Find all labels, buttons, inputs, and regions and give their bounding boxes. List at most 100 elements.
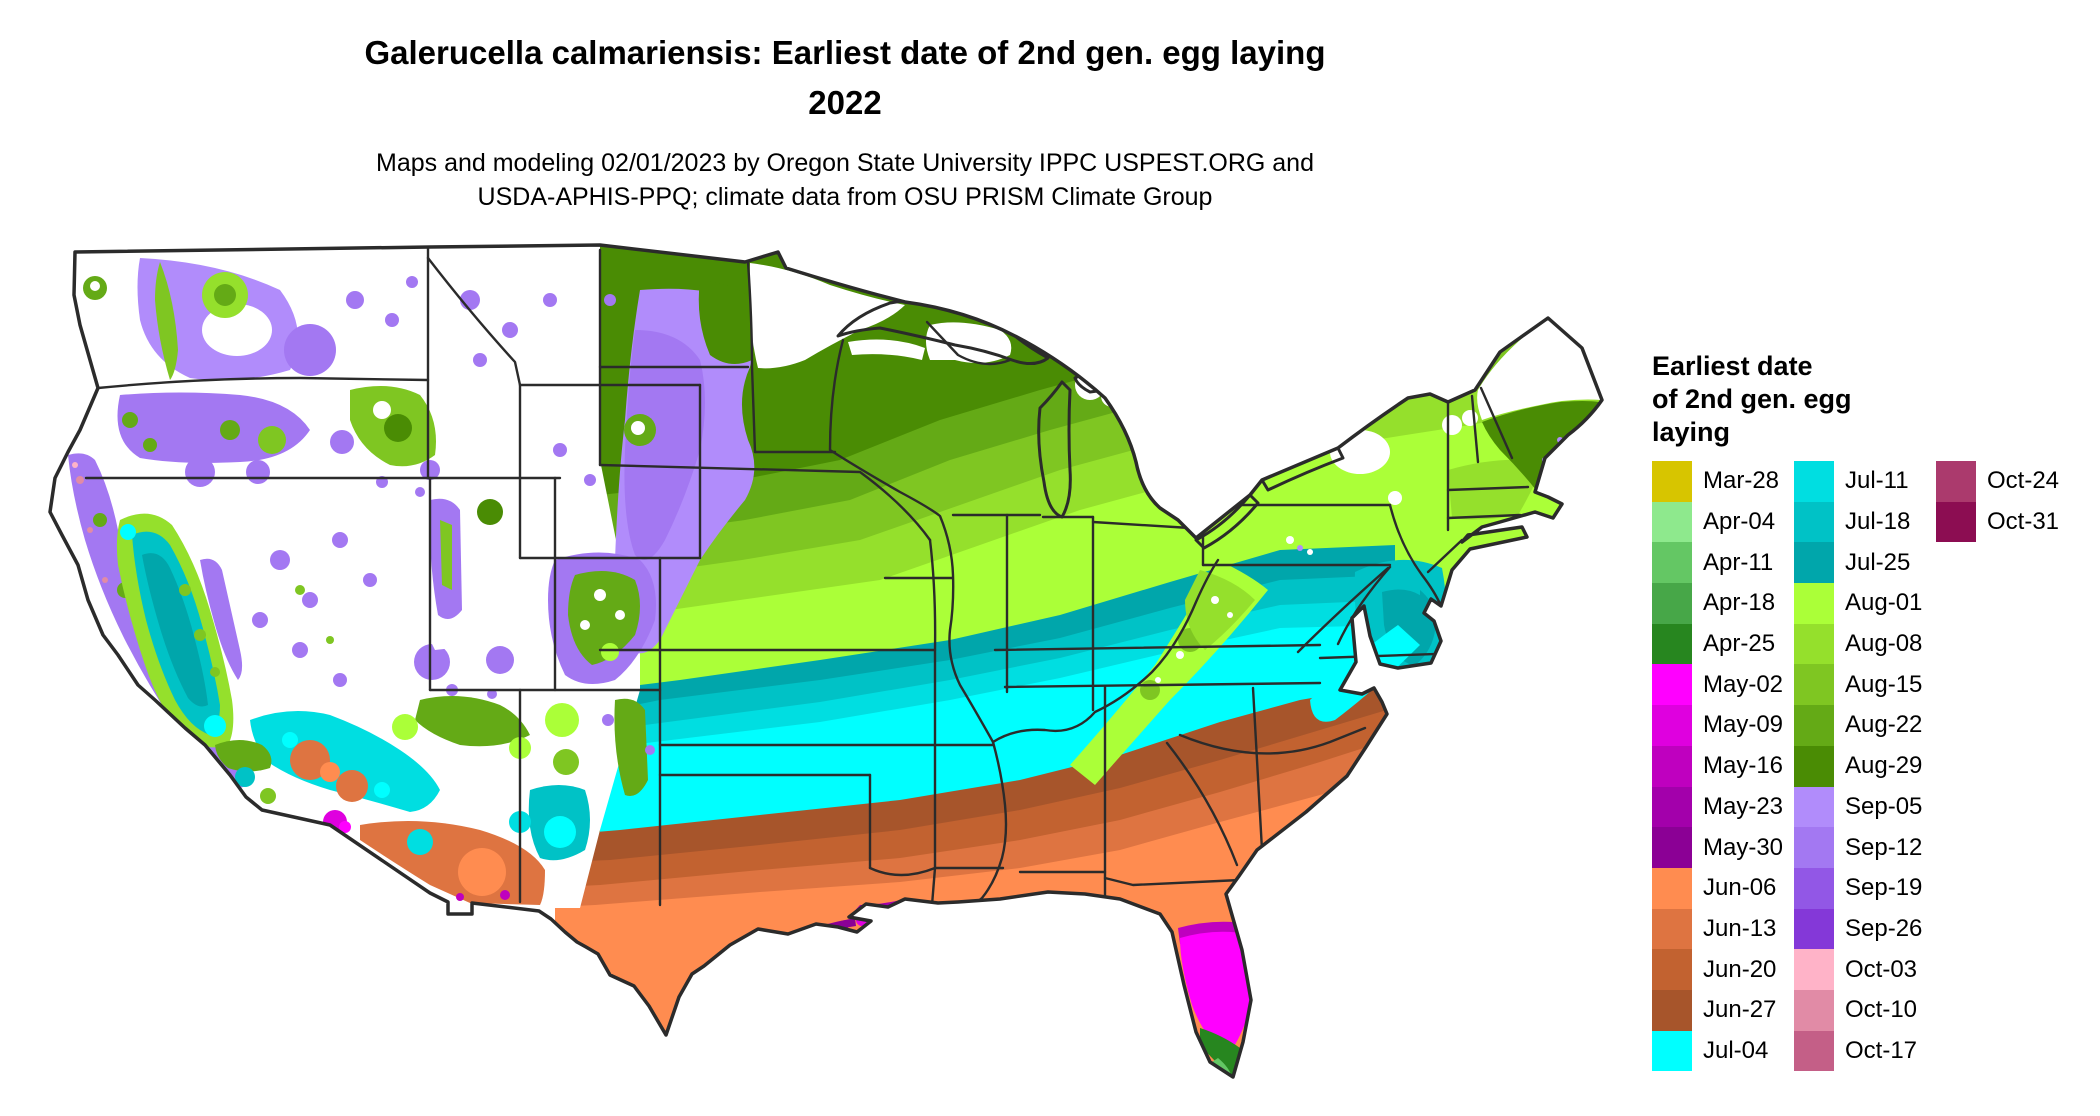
- legend-row-Apr-25: Apr-25: [1652, 623, 1794, 665]
- legend-swatch-Jun-13: [1652, 908, 1692, 950]
- map-shape: [214, 284, 236, 306]
- legend-label-Oct-10: Oct-10: [1845, 996, 1918, 1024]
- map-shape: [120, 524, 136, 540]
- map-shape: [194, 629, 206, 641]
- map-shape: [415, 696, 530, 747]
- page-title-line2: 2022: [808, 84, 882, 121]
- map-shape: [155, 262, 178, 380]
- legend-row-Aug-08: Aug-08: [1794, 623, 1936, 665]
- legend-swatch-Oct-24: [1936, 461, 1976, 502]
- legend-title-line: of 2nd gen. egg: [1652, 384, 1852, 414]
- map-shape: [1482, 401, 1600, 490]
- map-shape: [487, 689, 497, 699]
- legend-swatch-Oct-10: [1794, 989, 1834, 1031]
- map-shape: [406, 276, 418, 288]
- legend-label-Aug-15: Aug-15: [1845, 670, 1923, 698]
- legend-title: Earliest date of 2nd gen. egg laying: [1652, 350, 2092, 449]
- legend-swatch-Aug-01: [1794, 583, 1834, 624]
- map-shape: [374, 782, 390, 798]
- legend-label-Oct-03: Oct-03: [1845, 955, 1918, 983]
- map-shape: [385, 313, 399, 327]
- legend-row-Sep-26: Sep-26: [1794, 908, 1936, 950]
- legend-row-Jul-25: Jul-25: [1794, 542, 1936, 584]
- legend-swatch-Apr-11: [1652, 542, 1692, 584]
- map-shape: [260, 788, 276, 804]
- legend-row-May-23: May-23: [1652, 786, 1794, 828]
- map-shape: [235, 767, 255, 787]
- legend-swatch-Aug-08: [1794, 623, 1834, 665]
- map-shape: [179, 584, 191, 596]
- map-shape: [430, 632, 505, 650]
- legend-row-Aug-22: Aug-22: [1794, 705, 1936, 746]
- legend-swatch-Jul-11: [1794, 461, 1834, 502]
- legend-label-Sep-26: Sep-26: [1845, 914, 1923, 942]
- subtitle-line1: Maps and modeling 02/01/2023 by Oregon S…: [376, 149, 1314, 177]
- legend-label-Jun-06: Jun-06: [1703, 874, 1777, 902]
- legend-label-Jun-20: Jun-20: [1703, 955, 1777, 983]
- map-shape: [215, 740, 272, 772]
- map-shape: [292, 642, 308, 658]
- map-shape: [543, 293, 557, 307]
- legend-swatch-Sep-19: [1794, 867, 1834, 909]
- map-shape: [426, 256, 522, 387]
- legend-label-Jun-27: Jun-27: [1703, 996, 1777, 1024]
- map-shape: [1446, 485, 1530, 492]
- map-shape: [614, 698, 648, 796]
- legend-label-Jul-11: Jul-11: [1845, 467, 1909, 495]
- map-shape: [1426, 538, 1464, 574]
- map-shape: [1388, 491, 1402, 505]
- map-shape: [1446, 513, 1522, 520]
- map-shape: [143, 438, 157, 452]
- legend-label-Sep-12: Sep-12: [1845, 833, 1923, 861]
- map-shape: [302, 592, 318, 608]
- map-shape: [1178, 726, 1367, 755]
- map-shape: [200, 558, 243, 680]
- legend-swatch-Jul-04: [1652, 1030, 1692, 1072]
- map-shape: [284, 324, 336, 376]
- legend-row-Apr-18: Apr-18: [1652, 583, 1794, 624]
- legend: Earliest date of 2nd gen. egg laying Mar-2…: [1652, 350, 2092, 1072]
- map-shape: [601, 643, 619, 661]
- map-shape: [1442, 415, 1462, 435]
- map-shape: [336, 770, 368, 802]
- map-shape: [580, 620, 590, 630]
- legend-label-May-16: May-16: [1703, 752, 1784, 780]
- legend-label-Oct-31: Oct-31: [1987, 508, 2060, 536]
- map-shape: [568, 571, 640, 665]
- map-shape: [1296, 566, 1390, 654]
- map-shape: [1227, 612, 1233, 618]
- map-shape: [440, 520, 452, 590]
- legend-label-Oct-17: Oct-17: [1845, 1036, 1918, 1064]
- map-shape: [604, 294, 616, 306]
- legend-swatch-Oct-31: [1936, 501, 1976, 543]
- map-shape: [1448, 459, 1545, 520]
- map-shape: [373, 401, 391, 419]
- map-shape: [544, 816, 576, 848]
- map-shape: [252, 612, 268, 628]
- map-shape: [72, 462, 78, 468]
- legend-label-May-30: May-30: [1703, 833, 1784, 861]
- map-shape: [384, 414, 412, 442]
- map-shape: [290, 740, 330, 780]
- legend-row-Aug-29: Aug-29: [1794, 745, 1936, 787]
- map-shape: [928, 538, 937, 747]
- legend-swatch-Aug-15: [1794, 664, 1834, 706]
- map-shape: [407, 829, 433, 855]
- map-shape: [645, 745, 655, 755]
- page-title-line1: Galerucella calmariensis: Earliest date …: [364, 34, 1326, 71]
- map-shape: [456, 893, 464, 901]
- legend-swatch-Oct-17: [1794, 1030, 1834, 1072]
- legend-swatch-Jul-25: [1794, 542, 1834, 584]
- legend-swatch-May-09: [1652, 705, 1692, 746]
- map-shape: [50, 245, 1602, 1077]
- map-shape: [1200, 1028, 1240, 1077]
- map-shape: [1155, 677, 1161, 683]
- legend-label-Aug-22: Aug-22: [1845, 711, 1923, 739]
- legend-column-3: Oct-24 Oct-31: [1936, 461, 2078, 543]
- map-shape: [204, 715, 226, 737]
- map-shape: [142, 553, 208, 707]
- map-shape: [1336, 565, 1392, 646]
- map-shape: [87, 527, 93, 533]
